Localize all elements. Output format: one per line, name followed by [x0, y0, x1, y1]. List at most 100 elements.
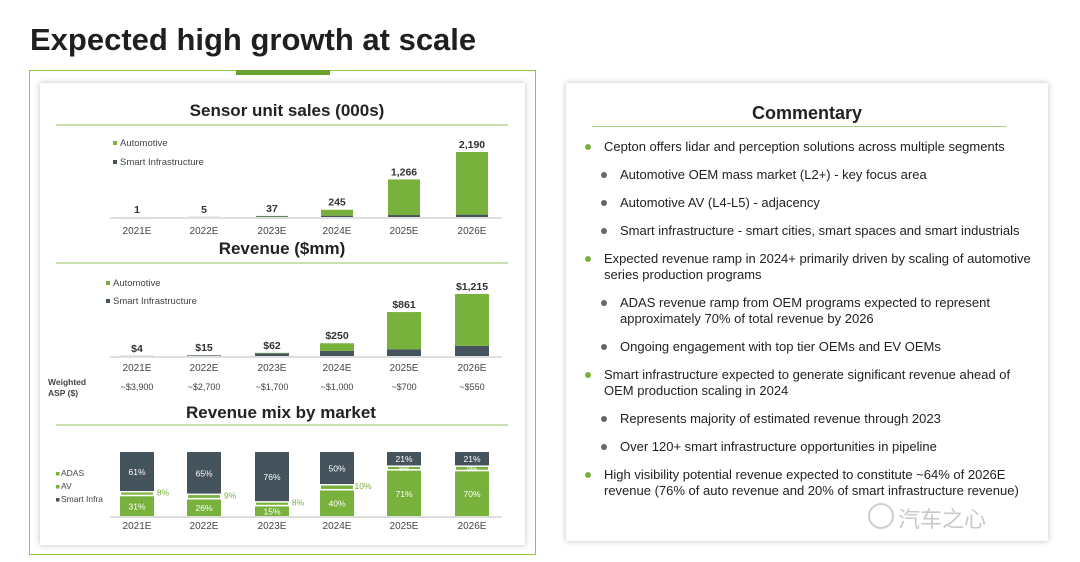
charts-panel: Sensor unit sales (000s) Automotive Smart … — [40, 83, 525, 545]
x-tick-label: 2024E — [323, 226, 352, 237]
asp-value: ~$1,000 — [321, 382, 354, 392]
asp-label: ASP ($) — [48, 388, 78, 398]
legend-label: ADAS — [61, 468, 84, 478]
commentary-panel: Commentary Cepton offers lidar and perce… — [566, 83, 1048, 541]
bar-smart-infra — [255, 452, 289, 502]
commentary-divider — [592, 126, 1006, 127]
data-label: 1 — [134, 204, 140, 216]
data-label-smart-infra: 76% — [263, 472, 280, 482]
data-label-av: 9% — [467, 466, 477, 473]
bar-adas — [120, 496, 154, 516]
data-label-smart-infra: 65% — [195, 468, 212, 478]
bar-smart-infrastructure — [456, 214, 488, 217]
x-tick-label: 2023E — [258, 521, 287, 532]
data-label: 245 — [328, 197, 346, 209]
data-label: $4 — [131, 343, 143, 355]
accent-tab — [236, 70, 330, 75]
data-label: 5 — [201, 204, 207, 216]
charts-svg: Sensor unit sales (000s) Automotive Smart … — [48, 101, 508, 532]
legend-swatch — [56, 485, 60, 489]
bar-automotive — [387, 312, 421, 350]
data-label-smart-infra: 50% — [328, 464, 345, 474]
legend-swatch — [106, 299, 110, 303]
bar-automotive — [320, 343, 354, 351]
bar-smart-infra — [120, 452, 154, 492]
commentary-sub-bullet: Automotive OEM mass market (L2+) - key f… — [583, 167, 1043, 183]
commentary-bullet: Cepton offers lidar and perception solut… — [583, 139, 1043, 155]
bar-av-fill — [256, 502, 288, 505]
commentary-sub-bullet: Ongoing engagement with top tier OEMs an… — [583, 339, 1043, 355]
data-label: 2,190 — [459, 139, 485, 151]
asp-value: ~$700 — [391, 382, 416, 392]
data-label: $15 — [195, 342, 213, 354]
legend-label: AV — [61, 481, 72, 491]
legend-swatch — [56, 498, 60, 502]
data-label-smart-infra: 21% — [395, 454, 412, 464]
asp-value: ~$3,900 — [121, 382, 154, 392]
data-label-av: 8% — [292, 498, 305, 508]
data-label-adas: 71% — [395, 489, 412, 499]
x-tick-label: 2025E — [390, 226, 419, 237]
commentary-bullet: High visibility potential revenue expect… — [583, 467, 1043, 499]
commentary-sub-bullet: Represents majority of estimated revenue… — [583, 411, 1043, 427]
bar-smart-infra — [320, 452, 354, 484]
data-label-smart-infra: 61% — [128, 467, 145, 477]
commentary-bullet: Expected revenue ramp in 2024+ primarily… — [583, 251, 1043, 283]
chart-title: Revenue ($mm) — [219, 239, 346, 258]
bar-adas — [255, 506, 289, 516]
legend-swatch — [106, 281, 110, 285]
bar-automotive — [321, 209, 353, 216]
bar-adas — [187, 499, 221, 516]
data-label-adas: 15% — [263, 507, 280, 517]
data-label-av: 8% — [399, 466, 409, 473]
bar-av-fill — [121, 492, 153, 495]
asp-label: Weighted — [48, 377, 86, 387]
x-tick-label: 2023E — [258, 226, 287, 237]
data-label-adas: 26% — [195, 503, 212, 513]
data-label-adas: 70% — [463, 489, 480, 499]
commentary-sub-bullet: Automotive AV (L4-L5) - adjacency — [583, 195, 1043, 211]
bar-smart-infrastructure — [455, 345, 489, 356]
bar-smart-infra — [455, 452, 489, 466]
bar-smart-infrastructure — [321, 215, 353, 217]
legend-label: Automotive — [113, 278, 161, 289]
x-tick-label: 2026E — [458, 226, 487, 237]
x-tick-label: 2022E — [190, 521, 219, 532]
asp-value: ~$1,700 — [256, 382, 289, 392]
bar-smart-infrastructure — [387, 349, 421, 356]
wechat-logo-icon — [868, 503, 894, 529]
x-tick-label: 2025E — [390, 363, 419, 374]
x-tick-label: 2026E — [458, 363, 487, 374]
commentary-title: Commentary — [751, 103, 863, 123]
bar-adas — [320, 490, 354, 516]
chart-title: Sensor unit sales (000s) — [190, 101, 385, 120]
data-label: $1,215 — [456, 281, 488, 293]
x-tick-label: 2021E — [123, 226, 152, 237]
bar-av-fill — [188, 495, 220, 498]
bar-automotive — [256, 215, 288, 217]
x-tick-label: 2023E — [258, 363, 287, 374]
x-tick-label: 2024E — [323, 363, 352, 374]
legend-label: Smart Infrastructure — [120, 157, 204, 168]
x-tick-label: 2026E — [458, 521, 487, 532]
x-tick-label: 2021E — [123, 363, 152, 374]
data-label-av: 8% — [157, 488, 170, 498]
x-tick-label: 2025E — [390, 521, 419, 532]
bar-adas — [387, 470, 421, 516]
x-tick-label: 2022E — [190, 226, 219, 237]
chart-title: Revenue mix by market — [186, 403, 376, 422]
watermark: 汽车之心 — [898, 508, 987, 533]
data-label-smart-infra: 21% — [463, 454, 480, 464]
x-tick-label: 2022E — [190, 363, 219, 374]
legend-swatch — [56, 472, 60, 476]
bar-smart-infrastructure — [388, 215, 420, 217]
data-label: $62 — [263, 340, 281, 352]
legend-label: Smart Infrastructure — [113, 296, 197, 307]
bar-smart-infra — [187, 452, 221, 494]
legend-swatch — [113, 141, 117, 145]
commentary-bullets: Cepton offers lidar and perception solut… — [583, 139, 1043, 511]
page-title: Expected high growth at scale — [30, 22, 477, 57]
bar-smart-infrastructure — [187, 355, 221, 356]
bar-av-fill — [321, 485, 353, 489]
data-label: $250 — [325, 330, 349, 342]
